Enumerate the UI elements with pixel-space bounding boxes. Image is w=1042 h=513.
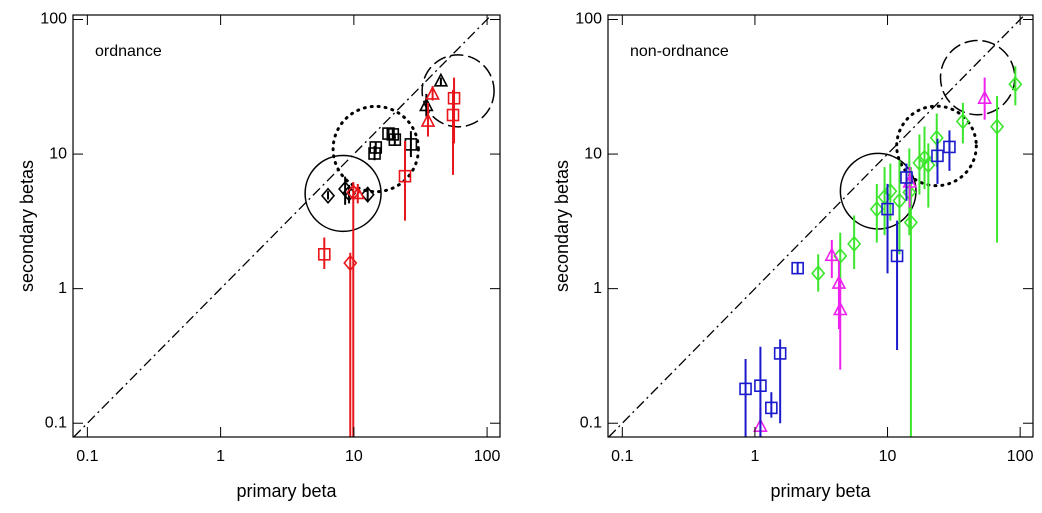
- y-tick-label: 0.1: [580, 414, 602, 431]
- diamond-marker: [917, 149, 932, 166]
- diagonal: [73, 15, 493, 437]
- square-marker: [881, 202, 894, 216]
- y-tick-label: 100: [40, 11, 67, 28]
- diamond-marker: [869, 200, 884, 218]
- y-tick-label: 10: [584, 145, 602, 162]
- square-marker: [447, 91, 461, 105]
- diamond-marker: [811, 265, 826, 282]
- plot-area: [608, 15, 1026, 437]
- diamond-marker: [360, 186, 375, 203]
- x-tick-label: 1: [750, 448, 759, 465]
- x-tick-label: 1: [216, 448, 225, 465]
- triangle-marker: [831, 274, 847, 289]
- x-tick-label: 0.1: [76, 448, 98, 465]
- diamond-marker: [921, 156, 936, 174]
- x-axis-label: primary beta: [236, 481, 337, 501]
- triangle-marker: [832, 301, 848, 316]
- y-tick-label: 0.1: [45, 414, 67, 431]
- square-marker: [317, 247, 331, 261]
- annotation: ordnance: [95, 43, 162, 60]
- diamond-marker: [990, 118, 1005, 135]
- plot: 0.1 1 10 100 0.1 1 10 100 ordnance primary beta se…: [17, 11, 501, 501]
- y-axis-label: secondary betas: [552, 160, 572, 292]
- region-circle: [304, 154, 382, 233]
- square-marker: [791, 261, 804, 275]
- region-circle: [839, 152, 917, 230]
- x-tick-label: 100: [474, 448, 501, 465]
- diamond-marker: [903, 214, 918, 231]
- x-tick-label: 100: [1007, 448, 1034, 465]
- square-marker: [765, 401, 778, 415]
- region-circle: [331, 104, 420, 194]
- square-marker: [388, 133, 402, 146]
- region-circle: [895, 104, 978, 188]
- plot-area: [73, 15, 495, 437]
- x-axis-label: primary beta: [770, 481, 871, 501]
- triangle-marker: [977, 89, 992, 105]
- square-marker: [773, 347, 787, 360]
- diamond-marker: [833, 247, 848, 265]
- y-axis-label: secondary betas: [17, 160, 37, 292]
- triangle-marker: [824, 247, 840, 262]
- plot: 0.1 1 10 100 0.1 1 10 100 non-ordnance primary be…: [552, 11, 1034, 501]
- triangle-marker: [425, 85, 440, 100]
- diagonal: [608, 15, 1026, 437]
- diamond-marker: [847, 235, 862, 253]
- x-tick-label: 10: [879, 448, 897, 465]
- y-tick-label: 1: [58, 280, 67, 297]
- square-marker: [890, 249, 904, 263]
- square-marker: [943, 140, 956, 154]
- plot-frame: [607, 14, 1034, 438]
- y-tick-label: 100: [575, 11, 602, 28]
- square-marker: [900, 171, 913, 184]
- square-marker: [754, 379, 767, 393]
- square-marker: [739, 382, 752, 396]
- triangle-marker: [433, 72, 449, 87]
- triangle-marker: [420, 112, 436, 127]
- y-tick-label: 10: [49, 145, 67, 162]
- diamond-marker: [892, 192, 907, 209]
- square-marker: [369, 141, 383, 154]
- diamond-marker: [1008, 76, 1023, 93]
- square-marker: [446, 108, 460, 122]
- plot-frame: [72, 14, 501, 438]
- y-tick-label: 1: [593, 280, 602, 297]
- region-circle: [421, 54, 495, 128]
- triangle-marker: [419, 97, 434, 112]
- diamond-marker: [343, 254, 358, 272]
- diamond-marker: [320, 187, 336, 204]
- square-marker: [931, 149, 944, 163]
- annotation: non-ordnance: [630, 43, 729, 60]
- x-tick-label: 0.1: [611, 448, 633, 465]
- x-tick-label: 10: [345, 448, 363, 465]
- square-marker: [398, 169, 412, 183]
- diamond-marker: [955, 113, 970, 130]
- diamond-marker: [912, 154, 927, 172]
- triangle-marker: [350, 185, 366, 200]
- diamond-marker: [883, 182, 898, 200]
